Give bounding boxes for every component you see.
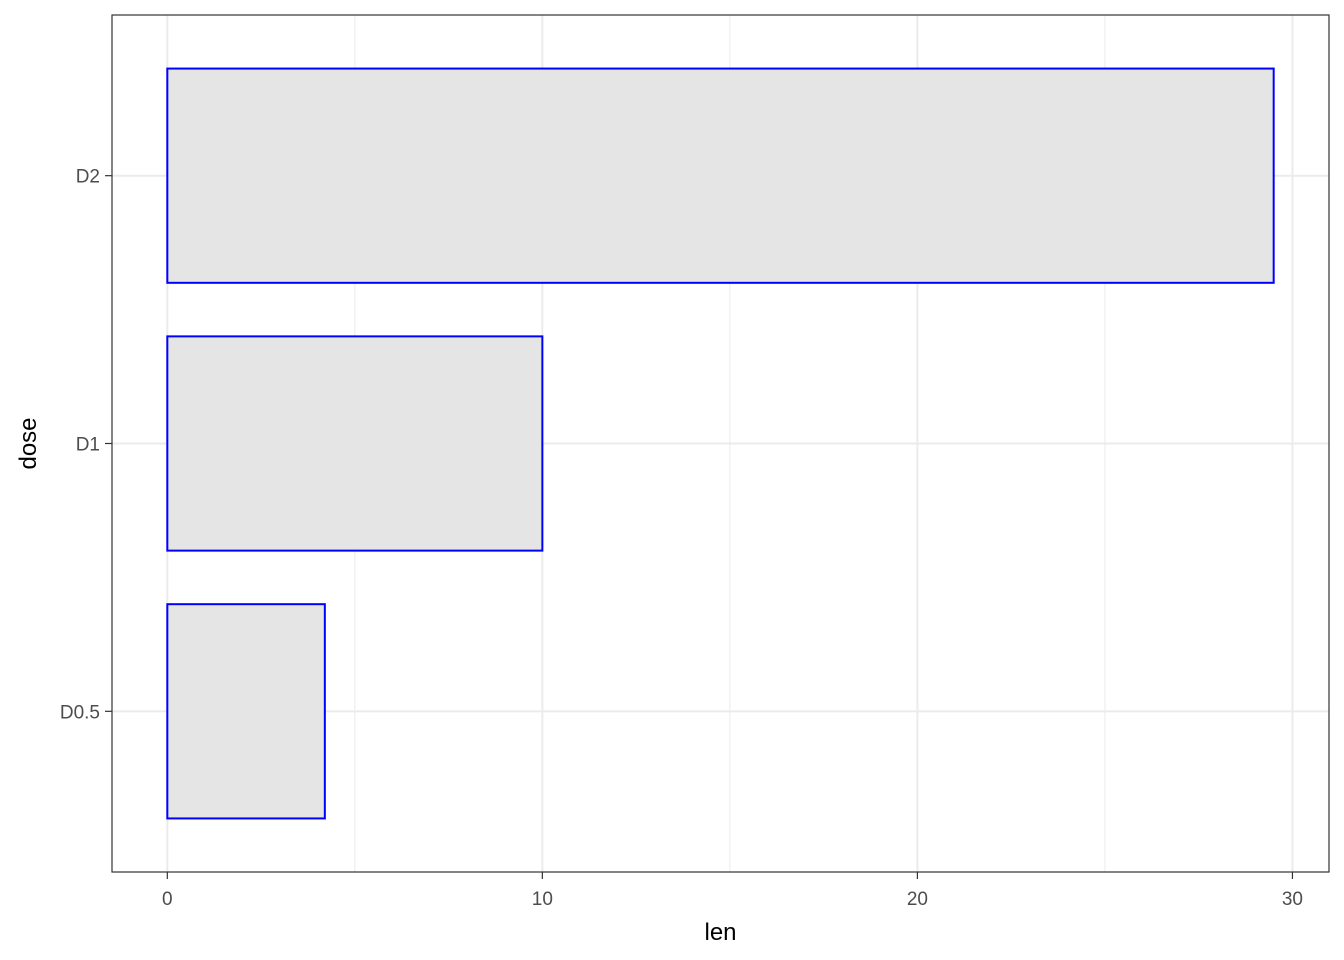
y-tick-label: D2 [76,167,100,188]
y-tick-label: D0.5 [60,702,100,723]
x-tick-label: 30 [1282,889,1303,910]
y-tick-label: D1 [76,435,100,456]
bar-d1 [166,335,544,552]
x-tick-label: 20 [907,889,928,910]
bar-d0-5 [166,603,326,820]
x-tick-label: 0 [162,889,173,910]
y-axis-title: dose [15,417,42,469]
bar-d2 [166,67,1275,284]
axis-ticks: 0 10 20 30 D0.5 D1 D2 [60,167,1303,910]
x-axis-title: len [704,919,736,946]
bars [166,67,1275,820]
x-tick-label: 10 [532,889,553,910]
